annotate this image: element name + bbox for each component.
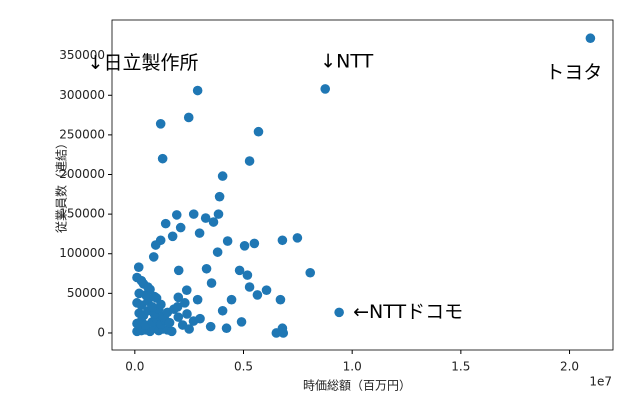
- x-tick-label: 0.5: [234, 360, 253, 374]
- point: [133, 262, 144, 273]
- point: [217, 171, 228, 181]
- point: [173, 292, 184, 303]
- y-tick-label: 50000: [67, 286, 105, 300]
- point: [143, 282, 153, 292]
- point: [181, 285, 192, 295]
- y-tick-label: 0: [97, 325, 105, 339]
- point: [217, 305, 228, 316]
- x-tick-label: 1.0: [343, 360, 362, 374]
- point: [147, 302, 158, 312]
- plot-frame: [111, 19, 614, 351]
- point: [252, 290, 263, 300]
- point: [222, 236, 233, 246]
- y-tick-label: 300000: [59, 88, 105, 102]
- point: [166, 326, 177, 337]
- annotation: トヨタ: [545, 62, 602, 84]
- point: [173, 265, 184, 276]
- y-axis-label: 従業員数（連結）: [54, 137, 69, 233]
- point: [292, 233, 303, 243]
- point: [149, 291, 160, 302]
- x-axis-label: 時価総額（百万円）: [303, 379, 411, 393]
- point: [242, 270, 253, 280]
- point: [182, 309, 192, 319]
- point: [234, 265, 245, 276]
- point: [239, 241, 250, 251]
- point: [173, 312, 184, 322]
- point: [148, 252, 159, 262]
- y-tick-label: 250000: [59, 127, 105, 141]
- x-tick-label: 0.0: [125, 360, 144, 374]
- point: [194, 228, 205, 238]
- point: [192, 85, 203, 96]
- point: [305, 267, 316, 278]
- point: [155, 118, 166, 129]
- point: [214, 191, 225, 202]
- annotation: ↓日立製作所: [88, 52, 199, 74]
- point: [244, 156, 255, 166]
- point: [277, 235, 288, 246]
- point: [334, 307, 344, 318]
- point: [212, 247, 223, 257]
- y-tick-label: 350000: [59, 48, 105, 62]
- annotation: ↓NTT: [320, 50, 373, 72]
- point: [271, 328, 282, 338]
- point: [150, 240, 161, 250]
- x-tick-label: 1.5: [451, 360, 470, 374]
- point: [208, 217, 219, 227]
- point: [180, 298, 190, 308]
- point: [320, 84, 331, 94]
- y-tick-label: 200000: [59, 167, 105, 181]
- point: [175, 222, 186, 233]
- point: [192, 294, 203, 305]
- point: [184, 324, 194, 334]
- point: [169, 304, 179, 314]
- y-tick-label: 150000: [59, 207, 105, 221]
- point: [200, 213, 211, 223]
- point: [278, 328, 289, 338]
- point: [261, 285, 272, 295]
- point: [157, 153, 168, 164]
- point: [171, 210, 182, 220]
- point: [201, 263, 212, 274]
- point: [236, 317, 247, 327]
- point: [275, 294, 286, 305]
- point: [206, 278, 217, 288]
- point: [213, 209, 224, 219]
- point: [156, 299, 166, 310]
- point: [249, 238, 260, 249]
- point: [160, 218, 171, 229]
- point: [167, 231, 178, 242]
- y-tick-label: 100000: [59, 246, 105, 260]
- point: [164, 317, 175, 328]
- point: [244, 282, 255, 292]
- x-offset: 1e7: [589, 375, 612, 389]
- x-tick-label: 2.0: [560, 360, 579, 374]
- point: [183, 112, 194, 123]
- point: [221, 323, 232, 334]
- point: [205, 321, 216, 332]
- point: [136, 275, 147, 286]
- point: [195, 313, 205, 324]
- point: [253, 126, 264, 137]
- annotation: ←NTTドコモ: [353, 301, 463, 323]
- point: [188, 209, 199, 219]
- point: [585, 33, 596, 44]
- point: [226, 294, 237, 305]
